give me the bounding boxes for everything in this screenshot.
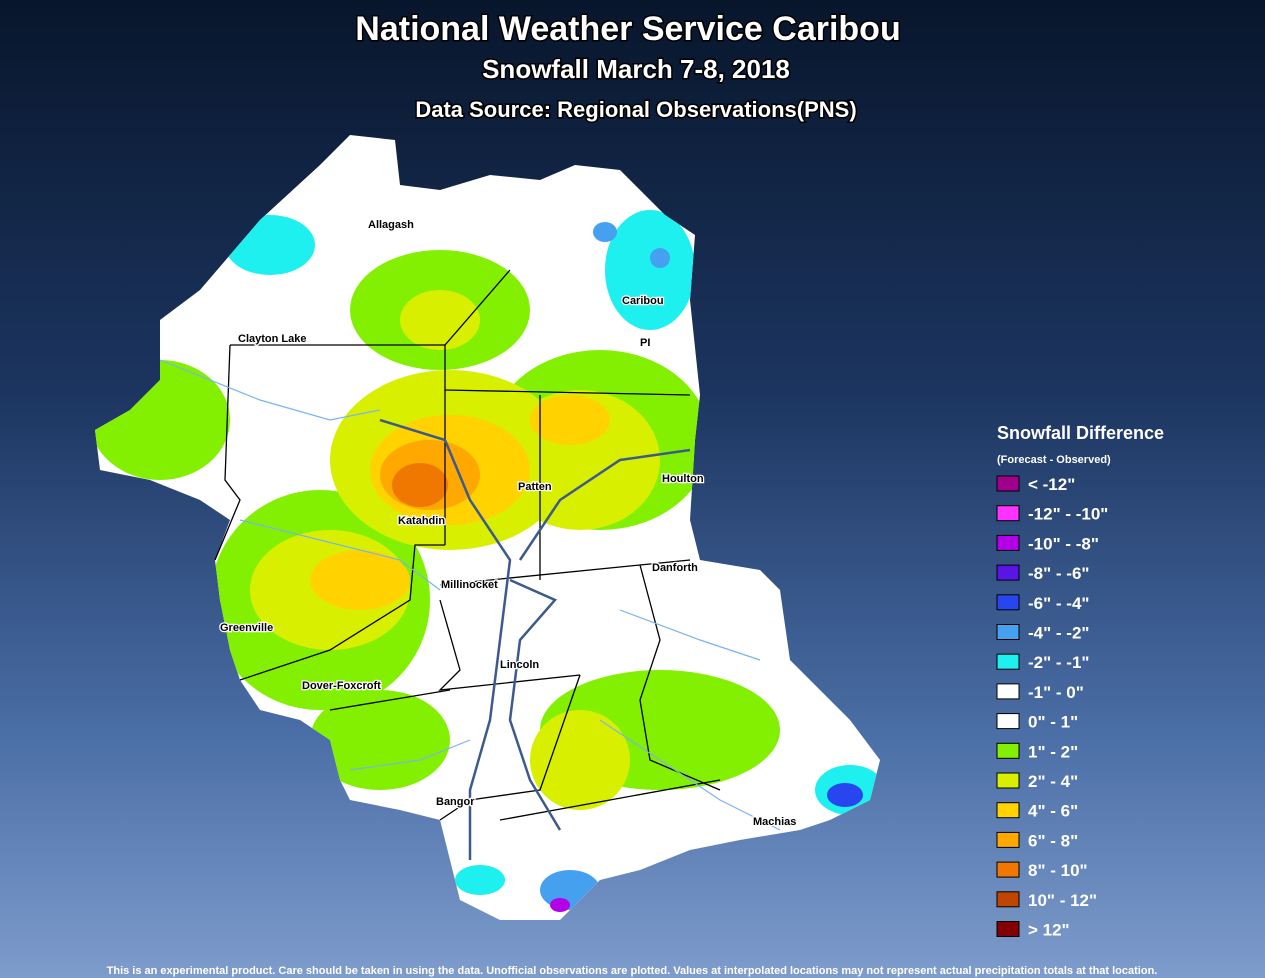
legend-swatch xyxy=(996,683,1020,700)
city-label: Katahdin xyxy=(398,515,445,527)
legend-label: -1" - 0" xyxy=(1028,683,1084,702)
legend: Snowfall Difference (Forecast - Observed… xyxy=(996,423,1164,940)
legend-swatch xyxy=(996,624,1020,640)
legend-label: 4" - 6" xyxy=(1028,802,1078,821)
legend-swatch xyxy=(996,653,1020,670)
city-label: Houlton xyxy=(662,473,704,485)
legend-swatch xyxy=(996,505,1020,522)
legend-label: -2" - -1" xyxy=(1028,653,1089,672)
legend-swatch xyxy=(996,475,1020,492)
legend-label: 1" - 2" xyxy=(1028,742,1078,761)
subtitle: Snowfall March 7-8, 2018 xyxy=(482,54,790,84)
city-label: Caribou xyxy=(622,295,664,307)
legend-label: 10" - 12" xyxy=(1028,891,1097,910)
city-label: Lincoln xyxy=(500,659,539,671)
city-label: PI xyxy=(640,337,650,349)
title: National Weather Service Caribou xyxy=(355,10,900,48)
city-label: Millinocket xyxy=(441,579,498,591)
legend-swatch xyxy=(996,921,1020,937)
city-label: Danforth xyxy=(652,562,698,574)
city-label: Patten xyxy=(518,481,552,493)
legend-label: < -12" xyxy=(1028,475,1075,494)
legend-label: -12" - -10" xyxy=(1028,505,1108,524)
legend-label: 6" - 8" xyxy=(1028,831,1078,850)
legend-label: -8" - -6" xyxy=(1028,564,1089,583)
legend-swatch xyxy=(996,594,1020,611)
legend-label: -6" - -4" xyxy=(1028,594,1089,613)
city-label: Bangor xyxy=(436,796,475,808)
legend-subtitle: (Forecast - Observed) xyxy=(997,454,1111,466)
legend-swatch xyxy=(996,534,1020,551)
city-labels: Allagash Caribou PI Clayton Lake Patten … xyxy=(219,218,798,830)
footer: This is an experimental product. Care sh… xyxy=(107,965,1158,977)
legend-swatch xyxy=(996,742,1020,759)
legend-title: Snowfall Difference xyxy=(997,423,1164,443)
legend-label: 8" - 10" xyxy=(1028,861,1088,880)
legend-label: 0" - 1" xyxy=(1028,713,1078,732)
legend-label: 2" - 4" xyxy=(1028,772,1078,791)
city-label: Allagash xyxy=(368,219,414,231)
legend-swatch xyxy=(996,861,1020,878)
legend-swatch xyxy=(996,564,1020,581)
city-label: Machias xyxy=(753,816,796,828)
legend-swatch xyxy=(996,802,1020,819)
legend-swatch xyxy=(996,891,1020,908)
state-map xyxy=(95,135,880,920)
city-label: Dover-Foxcroft xyxy=(302,680,381,692)
legend-swatch xyxy=(996,831,1020,848)
city-label: Clayton Lake xyxy=(238,333,306,345)
city-label: Greenville xyxy=(220,622,273,634)
legend-label: -4" - -2" xyxy=(1028,624,1089,643)
legend-swatch xyxy=(996,772,1020,789)
legend-label: -10" - -8" xyxy=(1028,534,1099,553)
data-source: Data Source: Regional Observations(PNS) xyxy=(415,97,856,122)
legend-swatch xyxy=(996,713,1020,730)
legend-label: > 12" xyxy=(1028,921,1070,940)
